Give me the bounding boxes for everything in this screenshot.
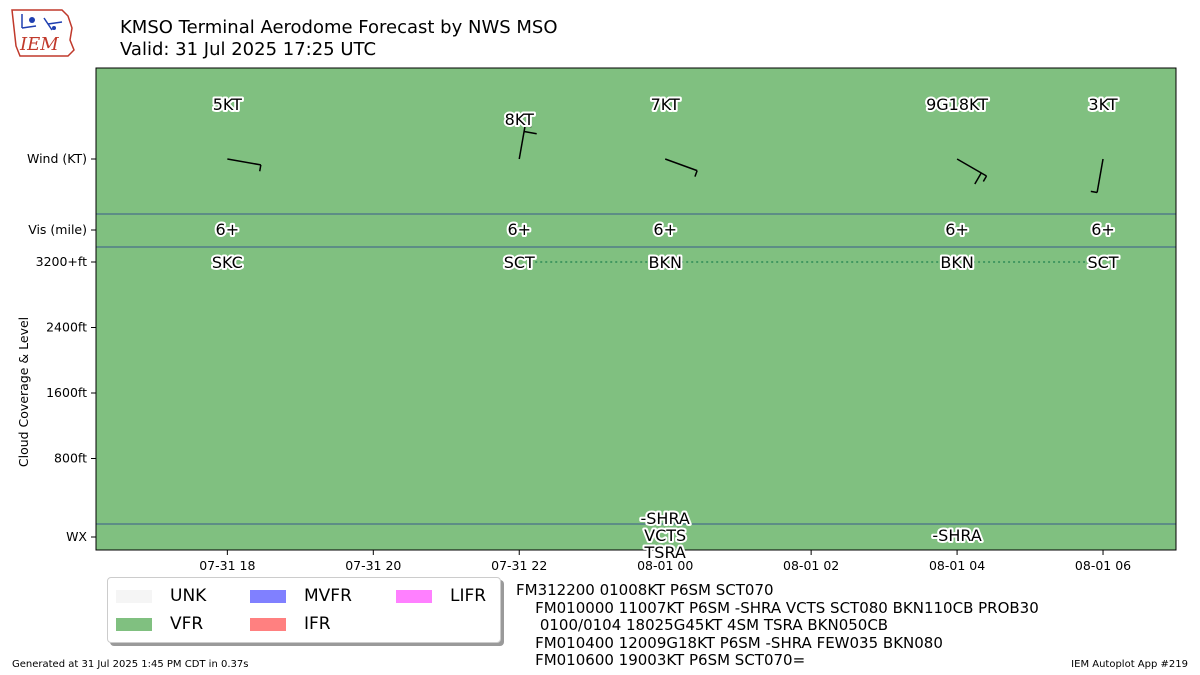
cloud-label-halo: SCT: [504, 253, 535, 272]
wx-label-halo: TSRA: [644, 543, 686, 562]
x-tick-label: 07-31 18: [199, 558, 255, 573]
legend-swatch: [250, 589, 286, 603]
x-tick-label: 07-31 20: [345, 558, 401, 573]
app-note: IEM Autoplot App #219: [1071, 659, 1188, 670]
wind-barb-flag: [694, 170, 698, 177]
wind-label-halo: 5KT: [213, 95, 242, 114]
wind-barb-flag: [258, 164, 262, 172]
wind-label: 9G18KT: [926, 95, 988, 114]
wx-label-halo: -SHRA: [641, 509, 690, 528]
y-tick-label: 800ft: [54, 451, 87, 466]
legend-item-ifr: IFR: [250, 614, 331, 634]
plot-area: [96, 68, 1176, 550]
wind-label: 5KT: [213, 95, 242, 114]
legend-swatch: [116, 589, 152, 603]
legend-swatch: [116, 617, 152, 631]
wind-barb-staff: [664, 158, 698, 172]
legend-item-vfr: VFR: [116, 614, 203, 634]
y-label-wind: Wind (KT): [27, 151, 87, 166]
legend-label: UNK: [170, 586, 207, 606]
y-tick-label: 3200+ft: [36, 254, 87, 269]
wind-label: 7KT: [651, 95, 680, 114]
cloud-label-halo: SKC: [212, 253, 243, 272]
legend-swatch: [250, 617, 286, 631]
y-tick-label: 1600ft: [46, 385, 87, 400]
vis-label: 6+: [945, 220, 969, 239]
legend-label: LIFR: [450, 586, 487, 606]
vis-label-halo: 6+: [507, 220, 531, 239]
wind-barb-staff: [1096, 158, 1104, 193]
legend-item-lifr: LIFR: [396, 586, 486, 606]
legend-item-unk: UNK: [116, 586, 206, 606]
generated-note: Generated at 31 Jul 2025 1:45 PM CDT in …: [12, 659, 249, 670]
x-tick-label: 07-31 22: [491, 558, 547, 573]
x-tick-label: 08-01 04: [929, 558, 985, 573]
iem-logo: IEM: [8, 6, 80, 62]
y-label-vis: Vis (mile): [28, 222, 87, 237]
vis-label: 6+: [507, 220, 531, 239]
legend-label: IFR: [304, 614, 331, 634]
wind-barb-flag: [525, 124, 532, 128]
legend-label: MVFR: [304, 586, 352, 606]
wind-barb-flag: [974, 172, 982, 185]
vis-label-halo: 6+: [216, 220, 240, 239]
logo-text: IEM: [19, 34, 59, 55]
cloud-label: BKN: [648, 253, 681, 272]
cloud-label: SCT: [1087, 253, 1118, 272]
x-tick-label: 08-01 02: [783, 558, 839, 573]
cloud-label-halo: SCT: [1087, 253, 1118, 272]
cloud-label-halo: BKN: [940, 253, 973, 272]
wind-label-halo: 7KT: [651, 95, 680, 114]
wind-label-halo: 3KT: [1088, 95, 1117, 114]
y-axis-title: Cloud Coverage & Level: [16, 317, 31, 467]
wind-barb-flag: [523, 130, 537, 135]
wind-barb-flag: [982, 175, 988, 182]
taf-line: FM312200 01008KT P6SM SCT070: [516, 581, 774, 599]
x-tick-label: 08-01 06: [1075, 558, 1131, 573]
wx-label: VCTS: [644, 526, 686, 545]
vis-label-halo: 6+: [1091, 220, 1115, 239]
wx-label-halo: -SHRA: [932, 526, 981, 545]
taf-text: FM312200 01008KT P6SM SCT070 FM010000 11…: [516, 581, 1039, 670]
vis-label: 6+: [653, 220, 677, 239]
wx-label-halo: VCTS: [644, 526, 686, 545]
y-label-wx: WX: [66, 529, 87, 544]
vis-label: 6+: [1091, 220, 1115, 239]
wx-label: -SHRA: [641, 509, 690, 528]
cloud-label: SCT: [504, 253, 535, 272]
taf-line: 0100/0104 18025G45KT 4SM TSRA BKN050CB: [516, 616, 889, 634]
y-tick-label: 2400ft: [46, 320, 87, 335]
cloud-label: SKC: [212, 253, 243, 272]
wind-label-halo: 9G18KT: [926, 95, 988, 114]
plot-frame: [95, 67, 1177, 551]
wx-label: TSRA: [644, 543, 686, 562]
wx-label: -SHRA: [932, 526, 981, 545]
vis-label: 6+: [216, 220, 240, 239]
wind-label-halo: 8KT: [505, 110, 534, 129]
x-tick-label: 08-01 00: [637, 558, 693, 573]
taf-line: FM010000 11007KT P6SM -SHRA VCTS SCT080 …: [516, 598, 1039, 617]
chart-subtitle: Valid: 31 Jul 2025 17:25 UTC: [120, 39, 377, 60]
vis-label-halo: 6+: [945, 220, 969, 239]
legend-swatch: [396, 589, 432, 603]
cloud-label-halo: BKN: [648, 253, 681, 272]
wind-label: 8KT: [505, 110, 534, 129]
wind-label: 3KT: [1088, 95, 1117, 114]
wind-barb-staff: [227, 158, 261, 166]
vis-label-halo: 6+: [653, 220, 677, 239]
legend-item-mvfr: MVFR: [250, 586, 352, 606]
chart-title: KMSO Terminal Aerodome Forecast by NWS M…: [120, 17, 558, 38]
cloud-label: BKN: [940, 253, 973, 272]
legend-label: VFR: [170, 614, 204, 634]
taf-line: FM010600 19003KT P6SM SCT070=: [516, 651, 806, 669]
legend: UNK MVFR LIFR VFR IFR: [107, 577, 501, 643]
wind-barb-flag: [1090, 190, 1098, 194]
taf-line: FM010400 12009G18KT P6SM -SHRA FEW035 BK…: [516, 633, 943, 652]
